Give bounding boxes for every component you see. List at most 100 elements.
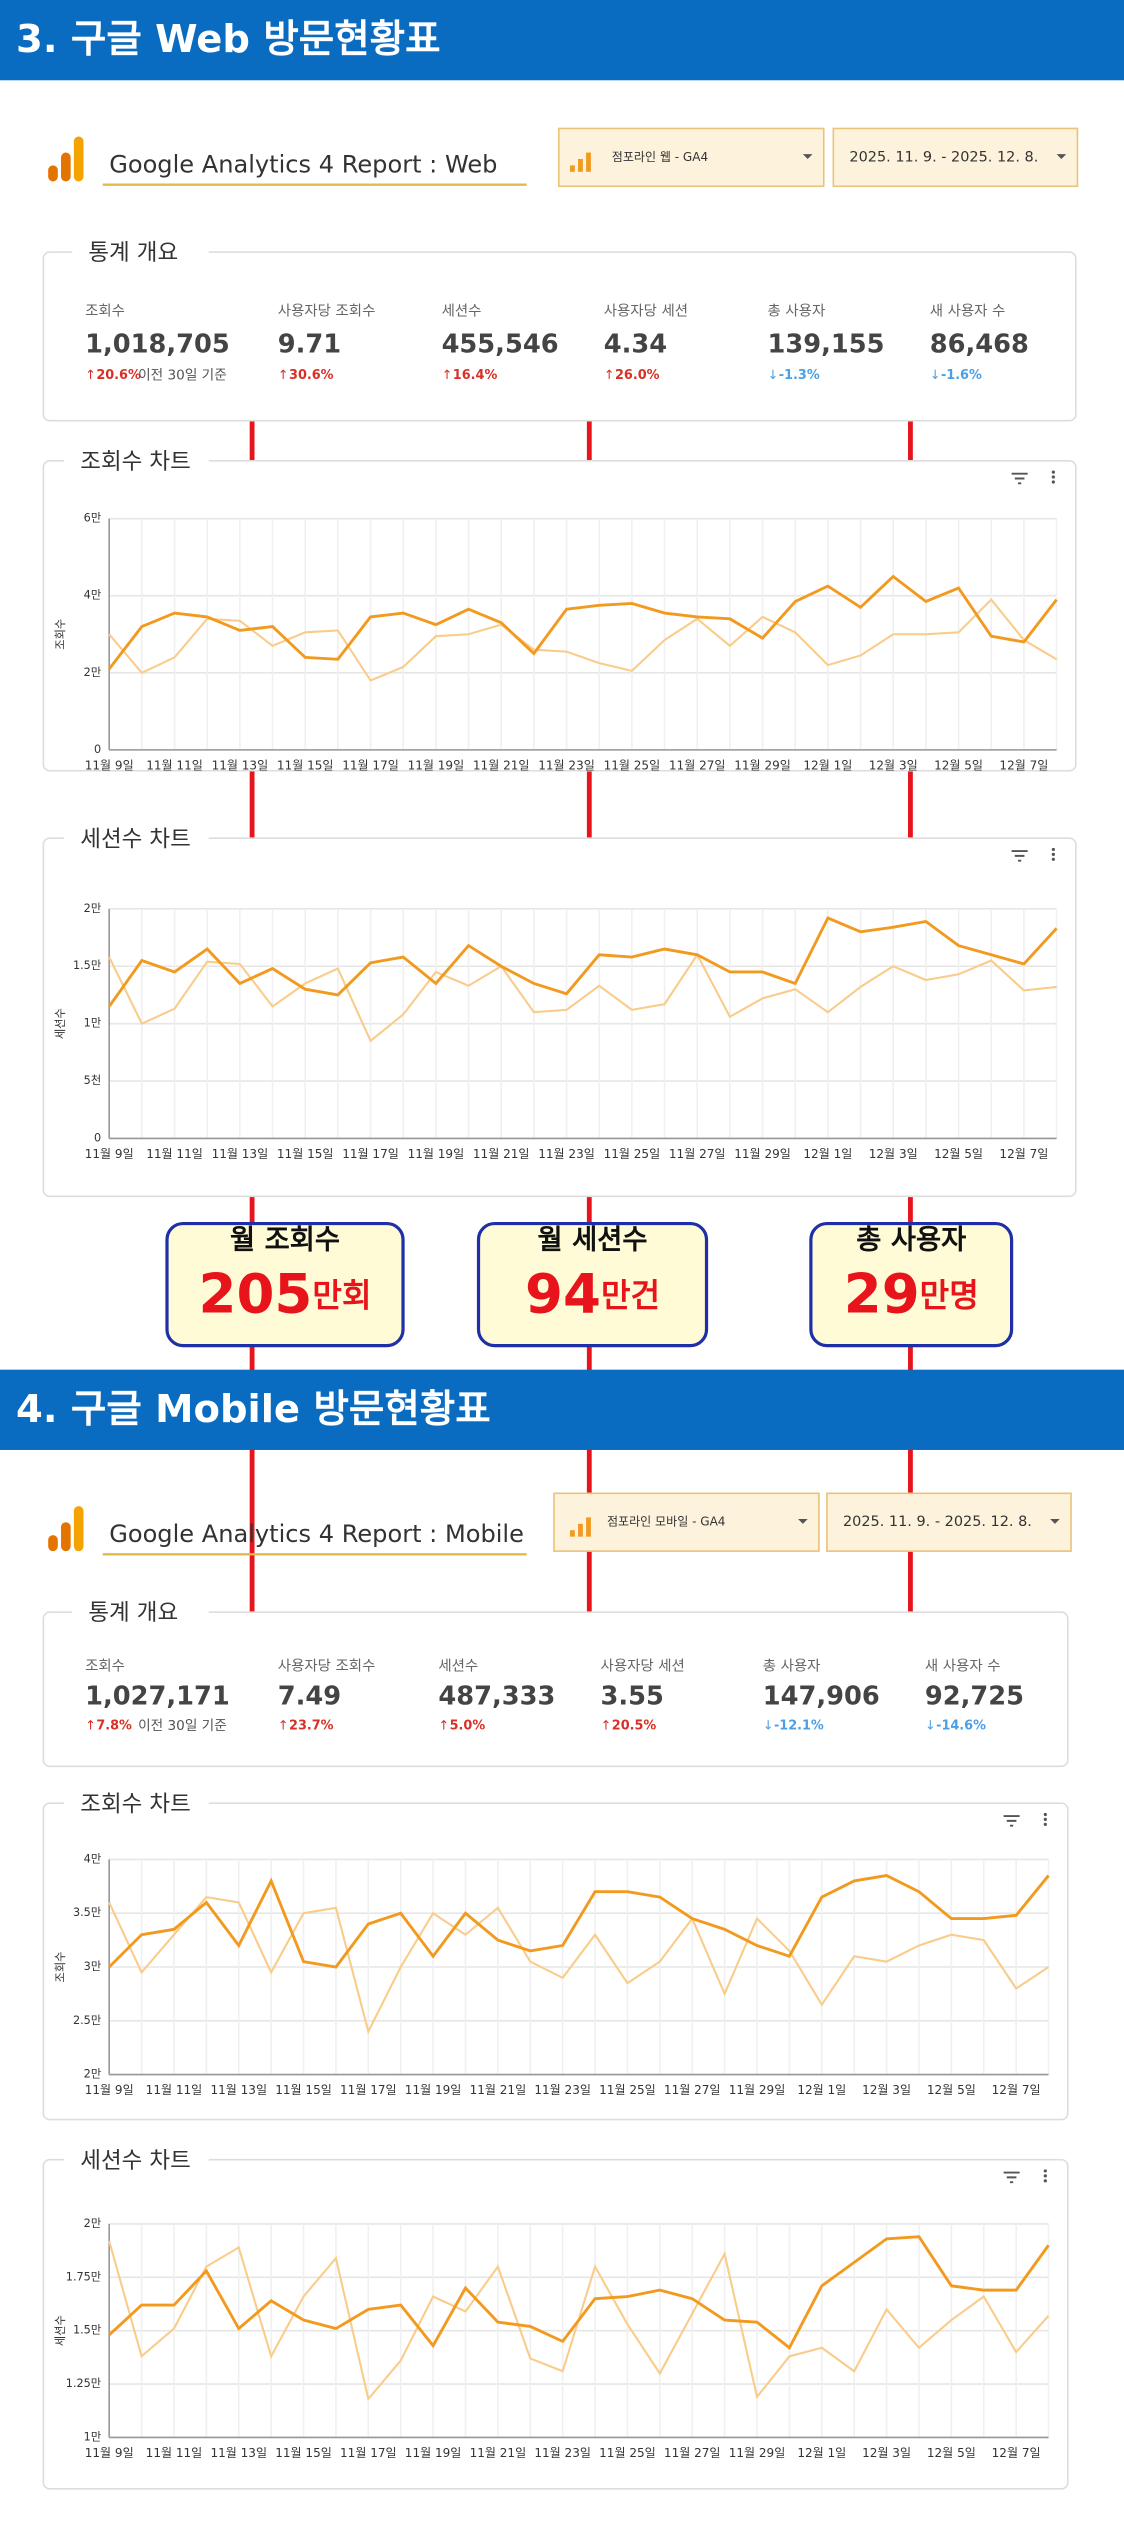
more-icon[interactable]: [1043, 1812, 1047, 1817]
x-tick-label: 11월 23일: [538, 758, 595, 772]
stat-arrow: ↓: [925, 1719, 936, 1734]
x-tick-label: 11월 13일: [212, 1147, 269, 1161]
series-line: [108, 916, 1058, 1008]
stat-label: 사용자당 세션: [604, 303, 688, 320]
y-axis-label: 세션수: [54, 1008, 67, 1039]
y-tick-label: 1.75만: [66, 2270, 101, 2283]
more-icon[interactable]: [1043, 1817, 1047, 1822]
ga-logo-bar: [48, 1535, 58, 1552]
x-tick-label: 11월 15일: [277, 758, 334, 772]
stat-change: -14.6%: [936, 1719, 986, 1734]
y-tick-label: 2만: [84, 666, 101, 679]
x-tick-label: 12월 3일: [862, 2446, 911, 2460]
x-tick-label: 11월 13일: [212, 758, 269, 772]
stat-arrow: ↑: [442, 368, 453, 383]
dropdown-label: 2025. 11. 9. - 2025. 12. 8.: [843, 1514, 1032, 1530]
more-icon[interactable]: [1043, 1822, 1047, 1826]
more-icon[interactable]: [1051, 480, 1055, 484]
x-tick-label: 11월 25일: [604, 758, 661, 772]
filter-icon[interactable]: [1011, 472, 1028, 485]
more-icon[interactable]: [1051, 857, 1055, 861]
x-tick-label: 12월 7일: [999, 758, 1048, 772]
stat-value: 487,333: [438, 1682, 555, 1712]
stat-change: -12.1%: [774, 1719, 824, 1734]
more-icon[interactable]: [1043, 2169, 1047, 2173]
x-tick-label: 11월 17일: [342, 1147, 399, 1161]
x-tick-label: 12월 7일: [992, 2083, 1041, 2097]
stat-label: 총 사용자: [768, 303, 826, 320]
x-tick-label: 11월 17일: [342, 758, 399, 772]
stat-arrow: ↓: [763, 1719, 774, 1734]
x-tick-label: 11월 27일: [669, 1147, 726, 1161]
x-tick-label: 11월 19일: [405, 2083, 462, 2097]
y-tick-label: 4만: [84, 589, 101, 602]
stat-value: 139,155: [768, 330, 885, 360]
stat-arrow: ↑: [601, 1719, 612, 1734]
more-icon[interactable]: [1043, 2179, 1047, 2183]
dropdown[interactable]: [557, 127, 825, 188]
filter-icon[interactable]: [1011, 850, 1028, 862]
stat-change: -1.6%: [941, 368, 982, 383]
property-icon: [570, 1530, 575, 1537]
stat-arrow: ↑: [278, 1719, 289, 1734]
stat-arrow: ↓: [768, 368, 779, 383]
y-tick-label: 1만: [84, 2430, 101, 2443]
more-icon[interactable]: [1051, 470, 1055, 474]
stat-label: 조회수: [85, 303, 125, 320]
x-tick-label: 11월 23일: [534, 2083, 591, 2097]
x-tick-label: 12월 7일: [999, 1147, 1048, 1161]
overview-title: 통계 개요: [88, 1600, 178, 1626]
stat-change: 16.4%: [453, 368, 498, 383]
stat-value: 455,546: [442, 330, 559, 360]
stat-note: 이전 30일 기준: [138, 368, 227, 384]
filter-icon[interactable]: [1003, 1815, 1020, 1827]
x-tick-label: 12월 3일: [862, 2083, 911, 2097]
ga-title: Google Analytics 4 Report : Mobile: [109, 1520, 524, 1548]
chart-card: [42, 460, 1077, 772]
y-tick-label: 6만: [84, 512, 101, 525]
y-tick-label: 5천: [84, 1073, 101, 1087]
stat-value: 3.55: [601, 1682, 664, 1712]
more-icon[interactable]: [1051, 852, 1055, 856]
dropdown[interactable]: [826, 1492, 1072, 1552]
series-line: [108, 1895, 1050, 2035]
dropdown[interactable]: [553, 1492, 820, 1552]
x-tick-label: 12월 5일: [934, 758, 983, 772]
overview-title-bg: [72, 1596, 209, 1629]
x-tick-label: 11월 9일: [85, 2446, 134, 2460]
more-icon[interactable]: [1043, 2174, 1047, 2178]
x-tick-label: 12월 1일: [797, 2446, 846, 2460]
callout-figure: 29만명: [844, 1262, 979, 1326]
callout-title: 총 사용자: [856, 1225, 966, 1256]
chart-title-bg: [64, 2143, 209, 2176]
stat-change: -1.3%: [779, 368, 820, 383]
x-tick-label: 11월 13일: [210, 2446, 267, 2460]
stat-change: 20.5%: [612, 1719, 657, 1734]
more-icon[interactable]: [1051, 847, 1055, 852]
dropdown[interactable]: [832, 127, 1079, 188]
overview-card: [42, 1611, 1069, 1768]
callout-unit: 만명: [920, 1276, 979, 1314]
x-tick-label: 12월 3일: [869, 1147, 918, 1161]
overview-card: [42, 251, 1077, 422]
x-tick-label: 12월 5일: [934, 1147, 983, 1161]
more-icon[interactable]: [1051, 475, 1055, 479]
y-tick-label: 1.25만: [66, 2377, 101, 2390]
x-tick-label: 11월 11일: [146, 758, 203, 772]
ga-logo-bar: [61, 1522, 71, 1552]
stat-arrow: ↑: [85, 368, 96, 383]
callout-box: [165, 1221, 405, 1348]
y-tick-label: 2만: [84, 2068, 101, 2081]
x-tick-label: 11월 23일: [538, 1147, 595, 1161]
stat-value: 92,725: [925, 1682, 1024, 1712]
x-tick-label: 11월 27일: [669, 758, 726, 772]
series-line: [108, 598, 1058, 682]
series-line: [108, 952, 1057, 1043]
y-tick-label: 1.5만: [73, 959, 101, 972]
x-tick-label: 11월 9일: [85, 2083, 134, 2097]
filter-icon[interactable]: [1003, 2171, 1020, 2184]
x-tick-label: 11월 21일: [470, 2446, 527, 2460]
stat-change: 20.6%: [96, 368, 141, 383]
y-tick-label: 2만: [84, 2217, 101, 2230]
x-tick-label: 11월 23일: [534, 2446, 591, 2460]
